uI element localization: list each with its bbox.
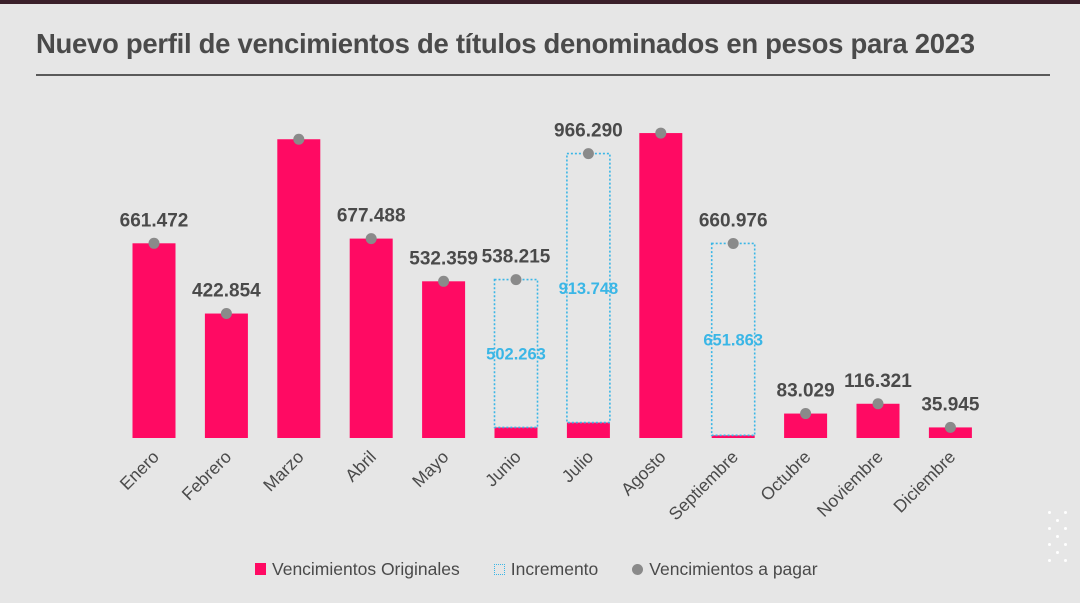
increment-label: 913.748	[559, 280, 619, 298]
increment-label: 502.263	[486, 345, 546, 363]
x-tick-label: Julio	[558, 447, 598, 487]
x-tick-label: Marzo	[259, 447, 308, 496]
bars-layer	[132, 133, 972, 438]
corner-dot	[1064, 511, 1067, 514]
x-tick-label: Noviembre	[813, 447, 887, 521]
x-tick-label: Agosto	[617, 447, 670, 500]
corner-dot	[1056, 551, 1059, 554]
corner-dot	[1048, 543, 1051, 546]
legend-item-original: Vencimientos Originales	[255, 559, 460, 580]
legend: Vencimientos Originales Incremento Venci…	[255, 558, 818, 580]
x-tick-label: Mayo	[408, 447, 452, 491]
dot-pagar	[655, 127, 667, 139]
corner-decoration	[1048, 511, 1074, 567]
x-tick-label: Octubre	[756, 447, 814, 505]
bar-original	[349, 238, 393, 438]
total-label: 35.945	[921, 394, 980, 415]
bar-original	[204, 313, 248, 438]
total-label: 660.976	[699, 210, 768, 231]
total-label: 661.472	[120, 210, 189, 231]
legend-label-original: Vencimientos Originales	[272, 558, 460, 579]
dot-pagar	[944, 421, 956, 433]
x-tick-label: Diciembre	[889, 447, 959, 517]
legend-label-incremento: Incremento	[510, 558, 599, 579]
x-tick-label: Septiembre	[665, 447, 742, 524]
legend-item-pagar: Vencimientos a pagar	[632, 558, 818, 580]
bar-original	[639, 133, 683, 438]
total-label: 677.488	[337, 206, 406, 227]
top-strip	[0, 0, 1080, 4]
total-label: 83.029	[777, 381, 835, 402]
total-label: 538.215	[482, 247, 551, 268]
x-tick-labels: Enero Febrero Marzo Abril Mayo Junio Julio Agos…	[116, 447, 960, 524]
dot-pagar	[220, 308, 232, 320]
corner-dot	[1056, 535, 1059, 538]
x-tick-label: Enero	[116, 447, 163, 494]
corner-dot	[1064, 527, 1067, 530]
dot-pagar	[438, 275, 450, 287]
corner-dot	[1064, 543, 1067, 546]
increment-layer	[493, 152, 756, 437]
legend-label-pagar: Vencimientos a pagar	[649, 558, 818, 579]
corner-dot	[1048, 559, 1051, 562]
bar-original	[494, 427, 538, 438]
legend-item-incremento: Incremento	[493, 558, 599, 580]
corner-dot	[1048, 511, 1051, 514]
x-tick-label: Junio	[481, 447, 525, 491]
bar-original	[132, 243, 176, 438]
legend-swatch-original	[255, 563, 266, 575]
dot-pagar	[510, 274, 522, 286]
total-label: 422.854	[192, 281, 261, 302]
title-rule	[36, 74, 1050, 76]
bar-original	[856, 403, 900, 438]
dot-pagar	[800, 408, 812, 420]
x-tick-label: Febrero	[178, 447, 235, 504]
legend-swatch-incremento	[493, 563, 505, 575]
dot-pagar	[293, 133, 305, 145]
dot-pagar	[727, 237, 739, 249]
corner-dot	[1048, 527, 1051, 530]
increment-label: 651.863	[703, 331, 763, 349]
bar-original	[422, 281, 466, 438]
bar-original	[711, 435, 755, 438]
corner-dot	[1064, 559, 1067, 562]
dot-pagar	[582, 148, 594, 160]
dot-pagar	[872, 398, 884, 410]
total-label: 532.359	[409, 248, 478, 269]
legend-swatch-pagar	[632, 563, 644, 575]
bar-original	[277, 139, 321, 438]
bar-original	[566, 422, 610, 438]
dots-layer	[148, 127, 956, 433]
x-tick-label: Abril	[341, 447, 380, 486]
total-label: 966.290	[554, 121, 623, 142]
dot-pagar	[148, 237, 160, 249]
dot-pagar	[365, 233, 377, 245]
total-label: 116.321	[844, 371, 912, 392]
corner-dot	[1056, 519, 1059, 522]
chart-title: Nuevo perfil de vencimientos de títulos …	[36, 28, 975, 59]
